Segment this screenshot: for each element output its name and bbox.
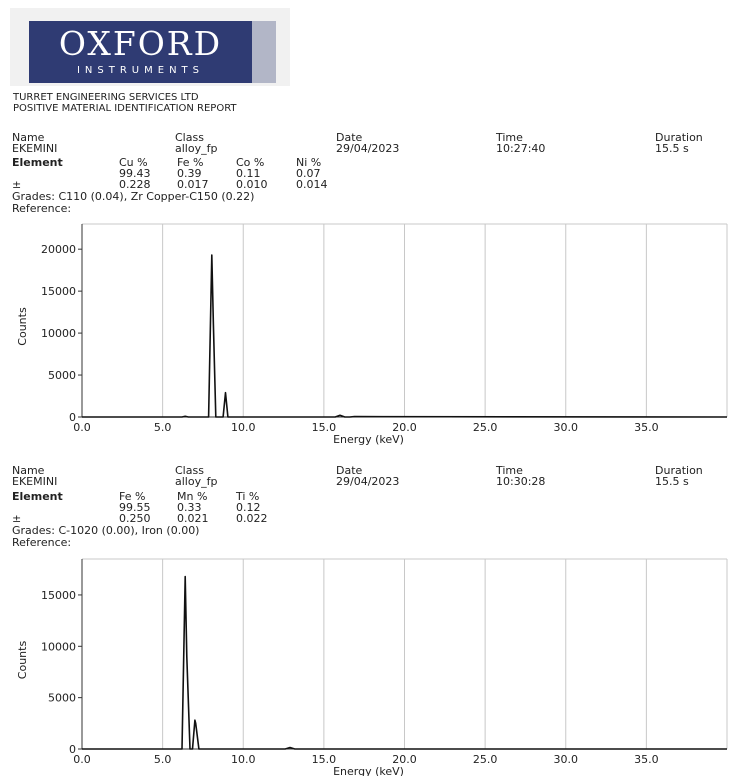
grades-text: Grades: C110 (0.04), Zr Copper-C150 (0.2… bbox=[12, 190, 255, 203]
spectrum-series-line bbox=[82, 575, 727, 750]
x-tick-label: 30.0 bbox=[554, 421, 579, 434]
duration-label: Duration bbox=[655, 464, 703, 477]
x-axis-title: Energy (keV) bbox=[333, 433, 404, 446]
x-tick-label: 30.0 bbox=[554, 753, 579, 766]
reference-label: Reference: bbox=[12, 536, 72, 549]
class-label: Class bbox=[175, 131, 204, 144]
sample-time: 10:27:40 bbox=[496, 142, 546, 155]
plusminus-label: ± bbox=[12, 178, 22, 191]
element-value-mn: 0.33 bbox=[177, 501, 202, 514]
x-tick-label: 25.0 bbox=[473, 753, 498, 766]
element-error-mn: 0.021 bbox=[177, 512, 209, 525]
element-label: Element bbox=[12, 156, 63, 169]
time-label: Time bbox=[496, 464, 523, 477]
element-value-fe: 99.55 bbox=[119, 501, 151, 514]
spectrum-chart-2-svg: 0.0 5.0 10.0 15.0 20.0 25.0 30.0 35.0 0 5000 10000… bbox=[16, 558, 728, 776]
element-error-ni: 0.014 bbox=[296, 178, 328, 191]
sample-class: alloy_fp bbox=[175, 475, 218, 488]
element-error-ti: 0.022 bbox=[236, 512, 268, 525]
y-axis-title: Counts bbox=[16, 307, 29, 346]
sample-duration: 15.5 s bbox=[655, 142, 689, 155]
element-label-ni: Ni % bbox=[296, 156, 322, 169]
element-label-mn: Mn % bbox=[177, 490, 208, 503]
element-label-ti: Ti % bbox=[236, 490, 260, 503]
x-tick-label: 10.0 bbox=[231, 421, 256, 434]
company-block: TURRET ENGINEERING SERVICES LTD POSITIVE… bbox=[13, 92, 237, 114]
sample-time: 10:30:28 bbox=[496, 475, 546, 488]
element-error-co: 0.010 bbox=[236, 178, 268, 191]
spectrum-chart-1-svg: 0.0 5.0 10.0 15.0 20.0 25.0 30.0 35.0 0 5000 10000… bbox=[16, 223, 728, 446]
element-value-cu: 99.43 bbox=[119, 167, 151, 180]
x-tick-label: 0.0 bbox=[73, 421, 91, 434]
sample-name: EKEMINI bbox=[12, 142, 58, 155]
sample-class: alloy_fp bbox=[175, 142, 218, 155]
sample-date: 29/04/2023 bbox=[336, 142, 400, 155]
x-tick-label: 0.0 bbox=[73, 753, 91, 766]
spectrum-series-line bbox=[82, 254, 728, 418]
x-tick-label: 35.0 bbox=[634, 753, 659, 766]
name-label: Name bbox=[12, 131, 45, 144]
x-tick-label: 35.0 bbox=[634, 421, 659, 434]
date-label: Date bbox=[336, 131, 363, 144]
duration-label: Duration bbox=[655, 131, 703, 144]
logo-main-text: OXFORD bbox=[58, 24, 223, 63]
y-tick-label: 15000 bbox=[41, 589, 76, 602]
y-tick-label: 5000 bbox=[48, 692, 76, 705]
logo-sub-text: INSTRUMENTS bbox=[76, 65, 205, 76]
x-tick-label: 15.0 bbox=[312, 421, 337, 434]
x-tick-label: 10.0 bbox=[231, 753, 256, 766]
x-tick-label: 5.0 bbox=[154, 753, 172, 766]
spectrum-chart-1: 0.0 5.0 10.0 15.0 20.0 25.0 30.0 35.0 0 5000 10000… bbox=[0, 218, 729, 450]
plusminus-label: ± bbox=[12, 512, 22, 525]
sample-date: 29/04/2023 bbox=[336, 475, 400, 488]
element-value-ti: 0.12 bbox=[236, 501, 261, 514]
element-label-co: Co % bbox=[236, 156, 265, 169]
report-title: POSITIVE MATERIAL IDENTIFICATION REPORT bbox=[13, 103, 237, 114]
time-label: Time bbox=[496, 131, 523, 144]
element-error-fe: 0.017 bbox=[177, 178, 209, 191]
element-value-fe: 0.39 bbox=[177, 167, 202, 180]
x-tick-label: 15.0 bbox=[312, 753, 337, 766]
y-tick-label: 0 bbox=[69, 743, 76, 756]
element-value-ni: 0.07 bbox=[296, 167, 321, 180]
y-tick-label: 0 bbox=[69, 411, 76, 424]
y-tick-label: 10000 bbox=[41, 640, 76, 653]
company-name: TURRET ENGINEERING SERVICES LTD bbox=[13, 92, 199, 103]
oxford-instruments-logo: OXFORD INSTRUMENTS bbox=[10, 8, 290, 86]
logo-badge: OXFORD INSTRUMENTS bbox=[29, 21, 276, 83]
element-label-fe: Fe % bbox=[119, 490, 146, 503]
sample-name: EKEMINI bbox=[12, 475, 58, 488]
y-axis-title: Counts bbox=[16, 641, 29, 680]
y-tick-label: 20000 bbox=[41, 243, 76, 256]
x-tick-label: 20.0 bbox=[392, 753, 417, 766]
x-tick-label: 5.0 bbox=[154, 421, 172, 434]
element-label-fe: Fe % bbox=[177, 156, 204, 169]
element-error-cu: 0.228 bbox=[119, 178, 151, 191]
x-tick-label: 20.0 bbox=[392, 421, 417, 434]
x-axis-title: Energy (keV) bbox=[333, 765, 404, 776]
grades-text: Grades: C-1020 (0.00), Iron (0.00) bbox=[12, 524, 200, 537]
y-tick-label: 5000 bbox=[48, 369, 76, 382]
element-error-fe: 0.250 bbox=[119, 512, 151, 525]
x-tick-label: 25.0 bbox=[473, 421, 498, 434]
element-label-cu: Cu % bbox=[119, 156, 148, 169]
spectrum-chart-2: 0.0 5.0 10.0 15.0 20.0 25.0 30.0 35.0 0 5000 10000… bbox=[0, 553, 729, 776]
class-label: Class bbox=[175, 464, 204, 477]
logo-stripe bbox=[252, 21, 276, 83]
name-label: Name bbox=[12, 464, 45, 477]
date-label: Date bbox=[336, 464, 363, 477]
sample-duration: 15.5 s bbox=[655, 475, 689, 488]
reference-label: Reference: bbox=[12, 202, 72, 215]
y-tick-label: 15000 bbox=[41, 285, 76, 298]
element-value-co: 0.11 bbox=[236, 167, 261, 180]
element-label: Element bbox=[12, 490, 63, 503]
y-tick-label: 10000 bbox=[41, 327, 76, 340]
